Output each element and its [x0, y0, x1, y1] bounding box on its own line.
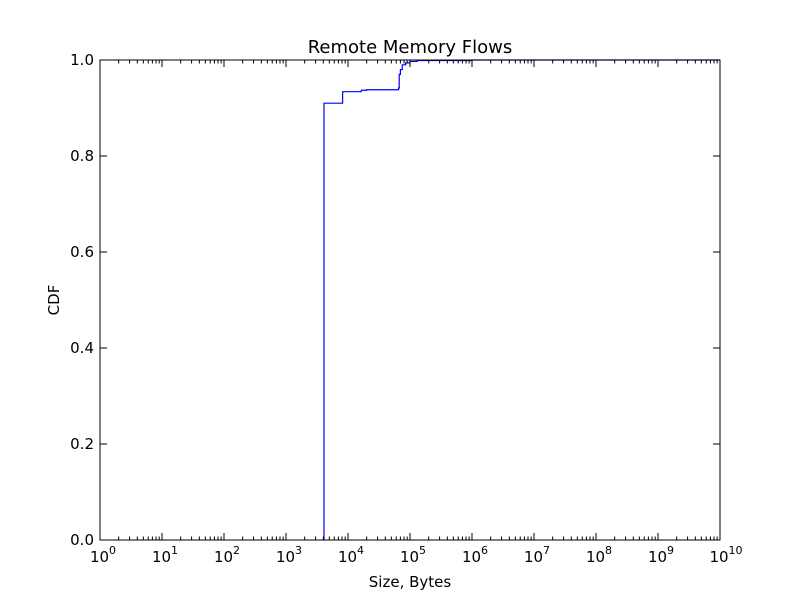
x-axis: 100 101 102 103 104 105 106 107 108 109 1010 — [90, 60, 743, 566]
x-tick-label: 107 — [524, 544, 550, 566]
x-tick-label: 1010 — [709, 544, 742, 566]
y-tick-label: 1.0 — [70, 51, 94, 69]
x-tick-label: 100 — [90, 544, 116, 566]
y-tick-label: 0.6 — [70, 243, 94, 261]
y-tick-label: 0.8 — [70, 147, 94, 165]
y-axis-label: CDF — [45, 285, 63, 316]
cdf-series-line — [323, 59, 720, 540]
series-layer — [323, 59, 720, 540]
x-tick-label: 104 — [338, 544, 364, 566]
x-tick-label: 101 — [152, 544, 178, 566]
y-tick-label: 0.0 — [70, 531, 94, 549]
x-tick-label: 105 — [400, 544, 426, 566]
y-axis: 0.0 0.2 0.4 0.6 0.8 1.0 — [70, 51, 720, 549]
x-tick-label: 109 — [648, 544, 674, 566]
x-tick-label: 102 — [214, 544, 240, 566]
y-tick-label: 0.2 — [70, 435, 94, 453]
y-tick-label: 0.4 — [70, 339, 94, 357]
x-axis-label: Size, Bytes — [369, 573, 452, 591]
plot-frame — [99, 59, 721, 541]
x-tick-label: 108 — [586, 544, 612, 566]
x-tick-label: 103 — [276, 544, 302, 566]
x-tick-label: 106 — [462, 544, 488, 566]
chart-title: Remote Memory Flows — [308, 37, 513, 58]
